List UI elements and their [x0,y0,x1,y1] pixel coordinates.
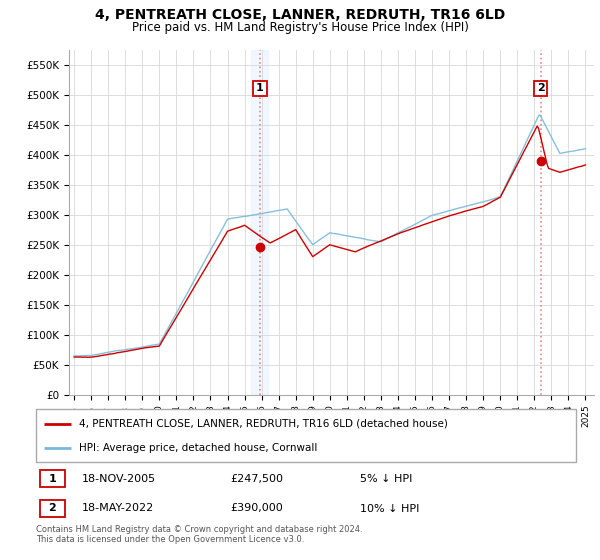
Text: 5% ↓ HPI: 5% ↓ HPI [360,474,412,484]
Text: HPI: Average price, detached house, Cornwall: HPI: Average price, detached house, Corn… [79,442,317,452]
Text: 2: 2 [537,83,545,94]
Text: Price paid vs. HM Land Registry's House Price Index (HPI): Price paid vs. HM Land Registry's House … [131,21,469,34]
FancyBboxPatch shape [40,500,65,517]
FancyBboxPatch shape [40,470,65,487]
Text: 1: 1 [49,474,56,484]
Text: 18-NOV-2005: 18-NOV-2005 [82,474,156,484]
Text: Contains HM Land Registry data © Crown copyright and database right 2024.
This d: Contains HM Land Registry data © Crown c… [36,525,362,544]
Text: 18-MAY-2022: 18-MAY-2022 [82,503,154,514]
Text: £247,500: £247,500 [230,474,283,484]
Text: 1: 1 [256,83,264,94]
Bar [251,50,268,395]
FancyBboxPatch shape [36,409,576,462]
Text: 4, PENTREATH CLOSE, LANNER, REDRUTH, TR16 6LD (detached house): 4, PENTREATH CLOSE, LANNER, REDRUTH, TR1… [79,419,448,429]
Text: 2: 2 [49,503,56,514]
Text: 10% ↓ HPI: 10% ↓ HPI [360,503,419,514]
Text: 4, PENTREATH CLOSE, LANNER, REDRUTH, TR16 6LD: 4, PENTREATH CLOSE, LANNER, REDRUTH, TR1… [95,8,505,22]
Text: £390,000: £390,000 [230,503,283,514]
